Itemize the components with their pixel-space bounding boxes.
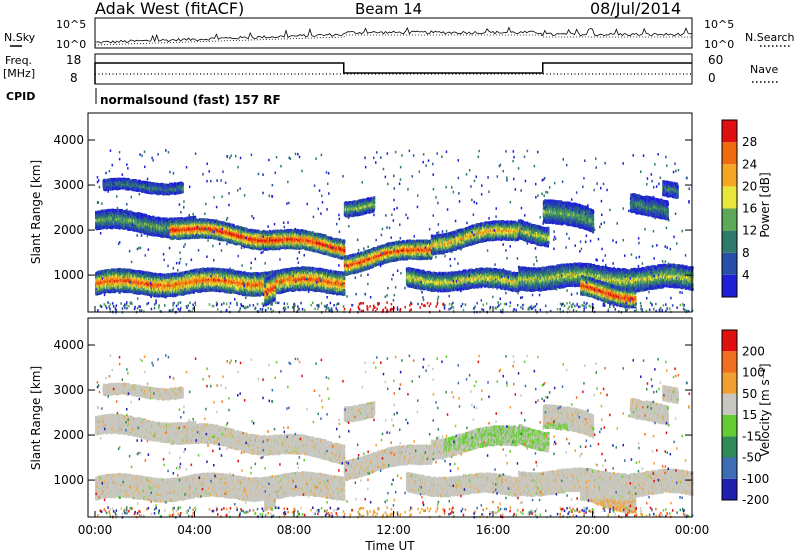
cpid-text: normalsound (fast) 157 RF: [100, 93, 281, 107]
nsearch-tick-top: 10^5: [704, 18, 734, 31]
freq-panel: [95, 54, 692, 84]
date-title: 08/Jul/2014: [590, 0, 681, 18]
freq-trace: [95, 63, 692, 84]
nsky-tick-top: 10^5: [56, 18, 86, 31]
nsky-panel: [95, 18, 692, 48]
nsky-trace: [95, 27, 692, 48]
cpid-label: CPID: [6, 90, 35, 103]
freq-label: Freq.: [5, 54, 32, 67]
nsky-label: N.Sky: [4, 31, 36, 44]
nave-tick-top: 60: [708, 53, 723, 67]
power-scatter: [95, 149, 694, 313]
beam-title: Beam 14: [355, 0, 422, 18]
nsky-line: [95, 27, 692, 43]
nave-label: Nave: [750, 63, 778, 76]
nave-tick-bottom: 0: [708, 71, 716, 85]
nsearch-line: [95, 35, 692, 45]
nsky-tick-bottom: 10^0: [56, 38, 86, 51]
nsearch-label: N.Search: [745, 31, 795, 44]
freq-tick-bottom: 8: [70, 71, 78, 85]
freq-unit: [MHz]: [3, 67, 35, 80]
nsearch-tick-bottom: 10^0: [704, 38, 734, 51]
summary-plot: Adak West (fitACF) Beam 14 08/Jul/2014 N…: [0, 0, 800, 554]
freq-tick-top: 18: [66, 53, 81, 67]
station-title: Adak West (fitACF): [95, 0, 244, 18]
